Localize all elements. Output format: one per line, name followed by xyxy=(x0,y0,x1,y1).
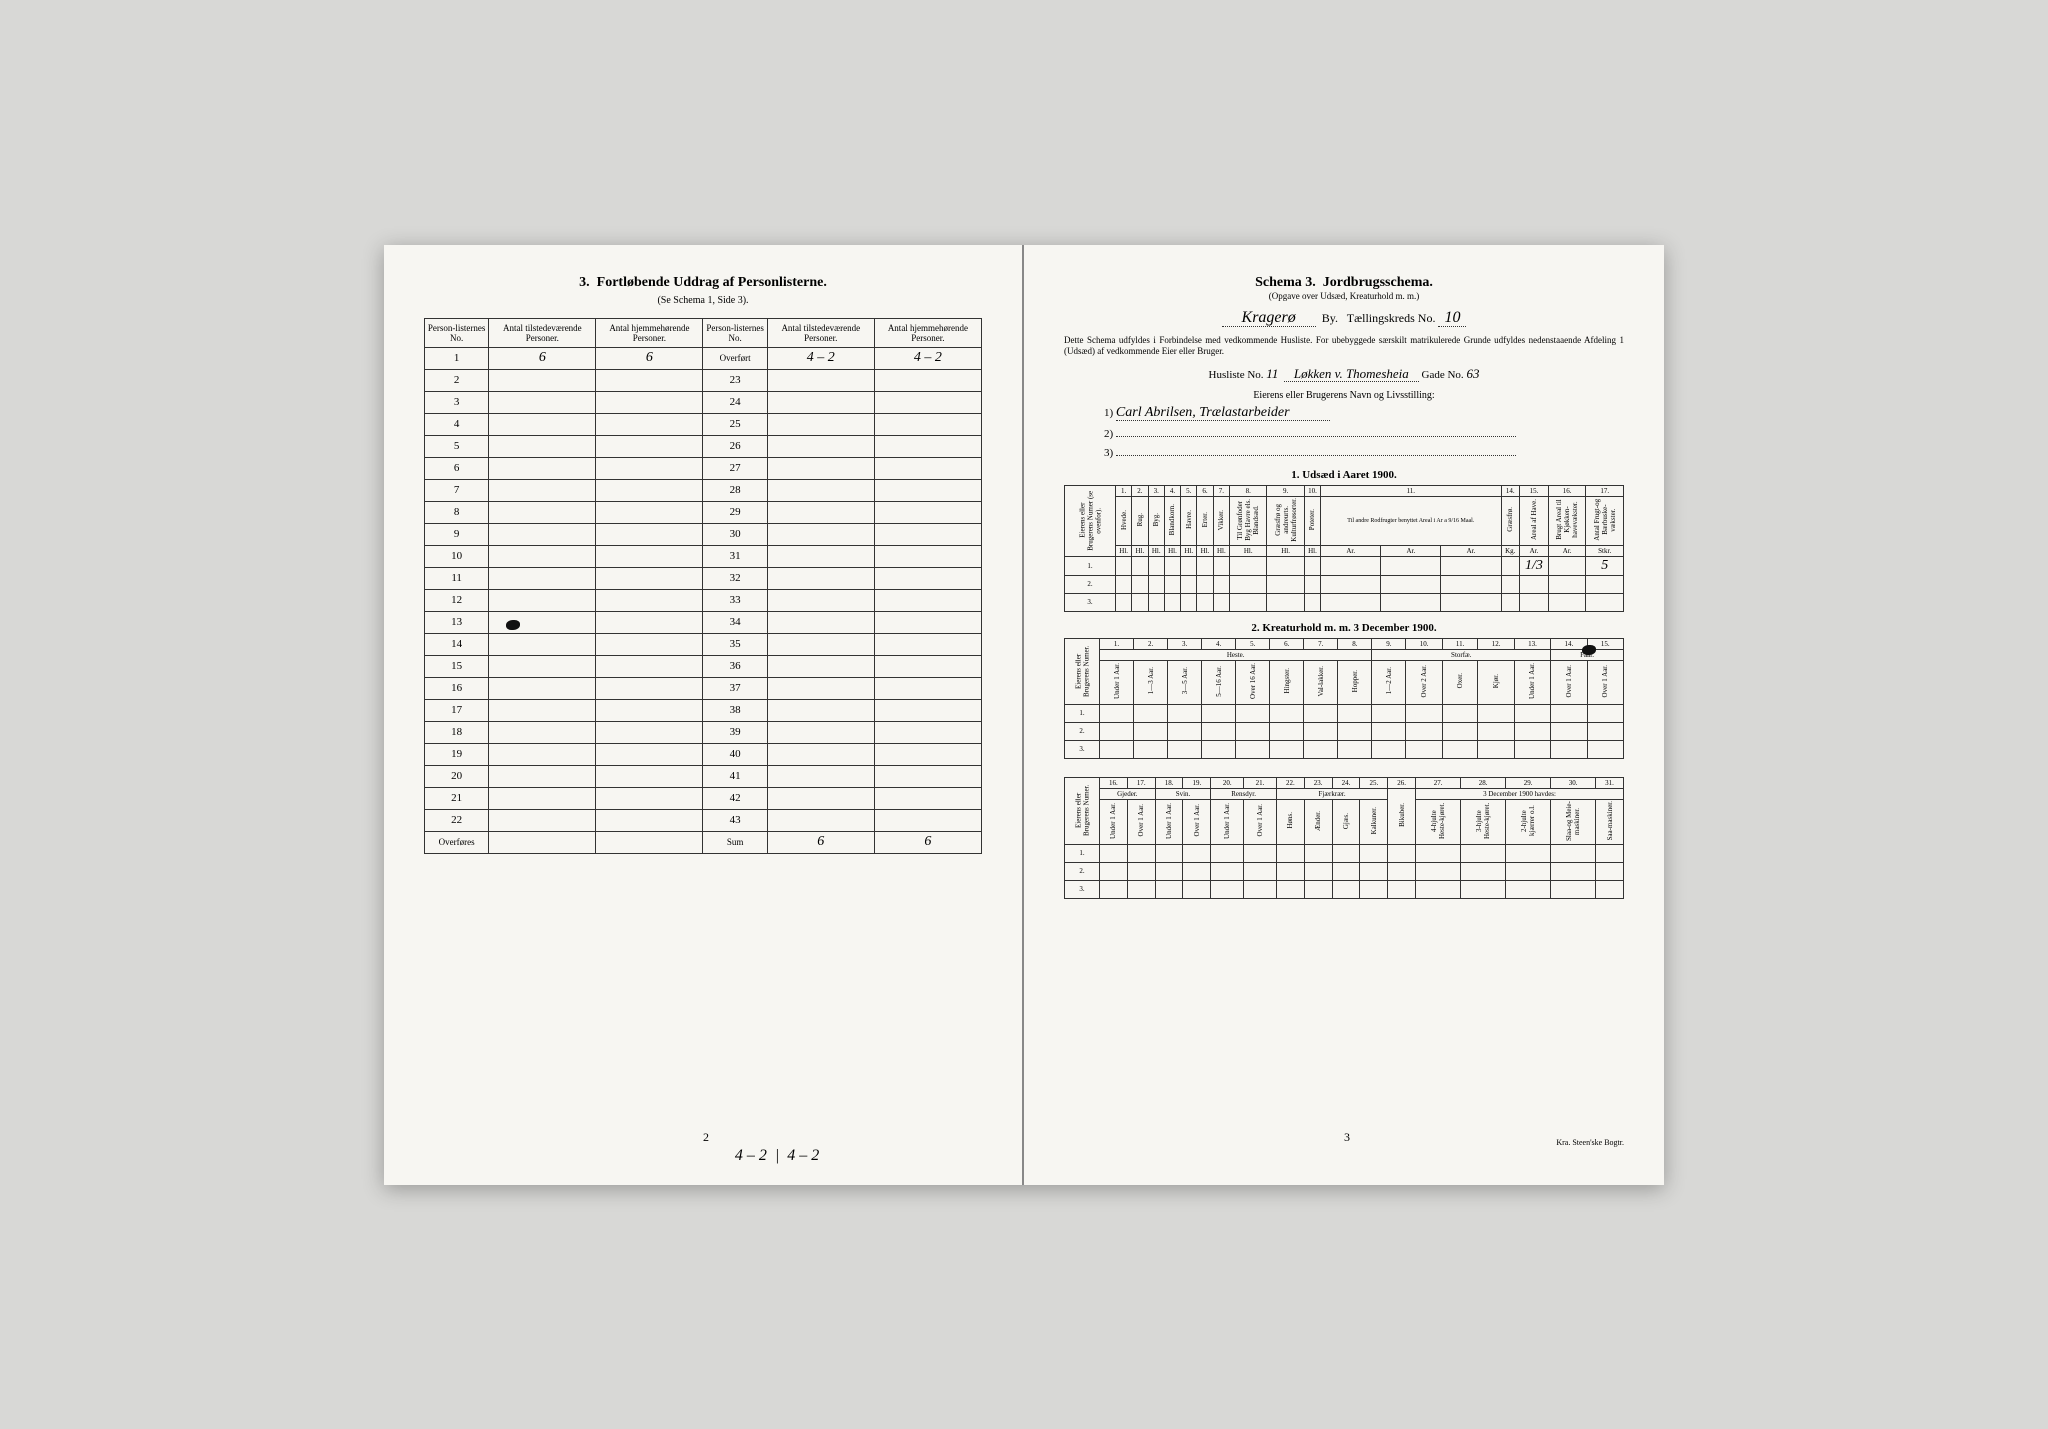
col-header: Antal hjemmehørende Personer. xyxy=(874,318,981,347)
col-header: Person-listernes No. xyxy=(425,318,489,347)
page-number: 2 xyxy=(703,1130,709,1145)
ink-blot xyxy=(506,620,520,630)
udsaed-table: Eierens eller Brugerens Numer (se ovenfo… xyxy=(1064,485,1624,612)
schema-title: Jordbrugsschema. xyxy=(1323,275,1433,290)
schema-label: Schema 3. xyxy=(1255,275,1316,290)
city-line: Kragerø By. Tællingskreds No. 10 xyxy=(1064,309,1624,327)
owner-line-1: 1) Carl Abrilsen, Trælastarbeider xyxy=(1104,405,1624,421)
col-header: Person-listernes No. xyxy=(703,318,767,347)
left-page: 3. Fortløbende Uddrag af Personlisterne.… xyxy=(384,245,1024,1185)
left-title: 3. Fortløbende Uddrag af Personlisterne. xyxy=(424,275,982,291)
section2-title: 2. Kreaturhold m. m. 3 December 1900. xyxy=(1064,622,1624,634)
owner-heading: Eierens eller Brugerens Navn og Livsstil… xyxy=(1064,390,1624,401)
kreatur-table-a: Eierens eller Brugerens Numer. 1.2.3.4.5… xyxy=(1064,638,1624,759)
scanned-book: 3. Fortløbende Uddrag af Personlisterne.… xyxy=(384,245,1664,1185)
col-header: Antal hjemmehørende Personer. xyxy=(596,318,703,347)
person-extract-table: Person-listernes No. Antal tilstedeværen… xyxy=(424,318,982,854)
ink-blot xyxy=(1582,645,1596,655)
owner-line-2: 2) xyxy=(1104,423,1624,440)
owner-line-3: 3) xyxy=(1104,442,1624,459)
city-handwritten: Kragerø xyxy=(1222,309,1316,327)
side-label: Eierens eller Brugerens Numer. xyxy=(1065,777,1100,844)
col-header: Antal tilstedeværende Personer. xyxy=(767,318,874,347)
right-header: Schema 3. Jordbrugsschema. (Opgave over … xyxy=(1064,275,1624,301)
printer-mark: Kra. Steen'ske Bogtr. xyxy=(1556,1138,1624,1147)
kreds-no: 10 xyxy=(1438,309,1466,327)
page-number: 3 xyxy=(1344,1130,1350,1145)
side-label: Eierens eller Brugerens Numer. xyxy=(1065,638,1100,704)
right-page: Schema 3. Jordbrugsschema. (Opgave over … xyxy=(1024,245,1664,1185)
kreatur-table-b: Eierens eller Brugerens Numer. 16.17.18.… xyxy=(1064,777,1624,899)
left-subtitle: (Se Schema 1, Side 3). xyxy=(424,295,982,306)
side-label: Eierens eller Brugerens Numer (se ovenfo… xyxy=(1065,485,1116,556)
schema-subtitle: (Opgave over Udsæd, Kreaturhold m. m.) xyxy=(1064,291,1624,301)
col-header: Antal tilstedeværende Personer. xyxy=(489,318,596,347)
description-text: Dette Schema udfyldes i Forbindelse med … xyxy=(1064,335,1624,358)
section1-title: 1. Udsæd i Aaret 1900. xyxy=(1064,469,1624,481)
bottom-handwritten: 4 – 2 | 4 – 2 xyxy=(735,1147,819,1165)
husliste-line: Husliste No. 11 Løkken v. Thomesheia Gad… xyxy=(1064,366,1624,382)
